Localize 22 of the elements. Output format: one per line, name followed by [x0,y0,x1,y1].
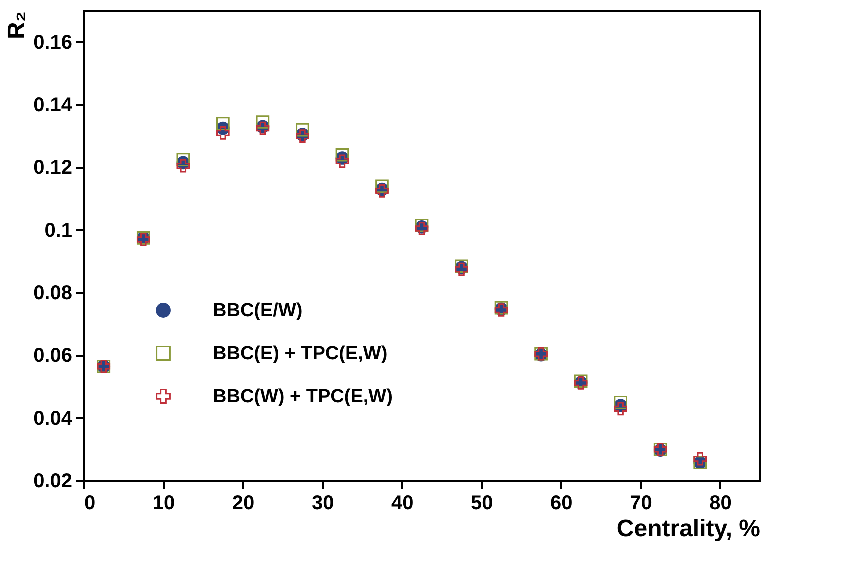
x-tick-label: 20 [232,492,255,514]
legend-label: BBC(W) + TPC(E,W) [213,386,393,408]
y-tick-label: 0.04 [34,408,74,430]
y-tick-label: 0.16 [34,32,72,54]
legend-label: BBC(E) + TPC(E,W) [213,344,388,364]
x-axis-title: Centrality, % [616,516,760,542]
y-tick-label: 0.1 [44,220,72,242]
x-tick-label: 70 [630,492,652,514]
y-tick-label: 0.08 [34,282,72,304]
x-tick-label: 10 [152,492,176,514]
legend-label: BBC(E/W) [213,300,303,322]
x-tick-label: 30 [312,492,334,514]
y-tick-label: 0.02 [34,470,72,492]
x-tick-label: 60 [550,492,573,514]
x-tick-label: 50 [471,492,494,514]
x-tick-label: 40 [391,492,414,514]
y-tick-label: 0.06 [34,345,72,368]
x-tick-label: 0 [84,492,96,514]
x-tick-label: 80 [710,492,732,514]
y-tick-label: 0.14 [34,94,74,116]
y-tick-label: 0.12 [34,157,72,180]
y-axis-title: R₂ [4,12,31,40]
